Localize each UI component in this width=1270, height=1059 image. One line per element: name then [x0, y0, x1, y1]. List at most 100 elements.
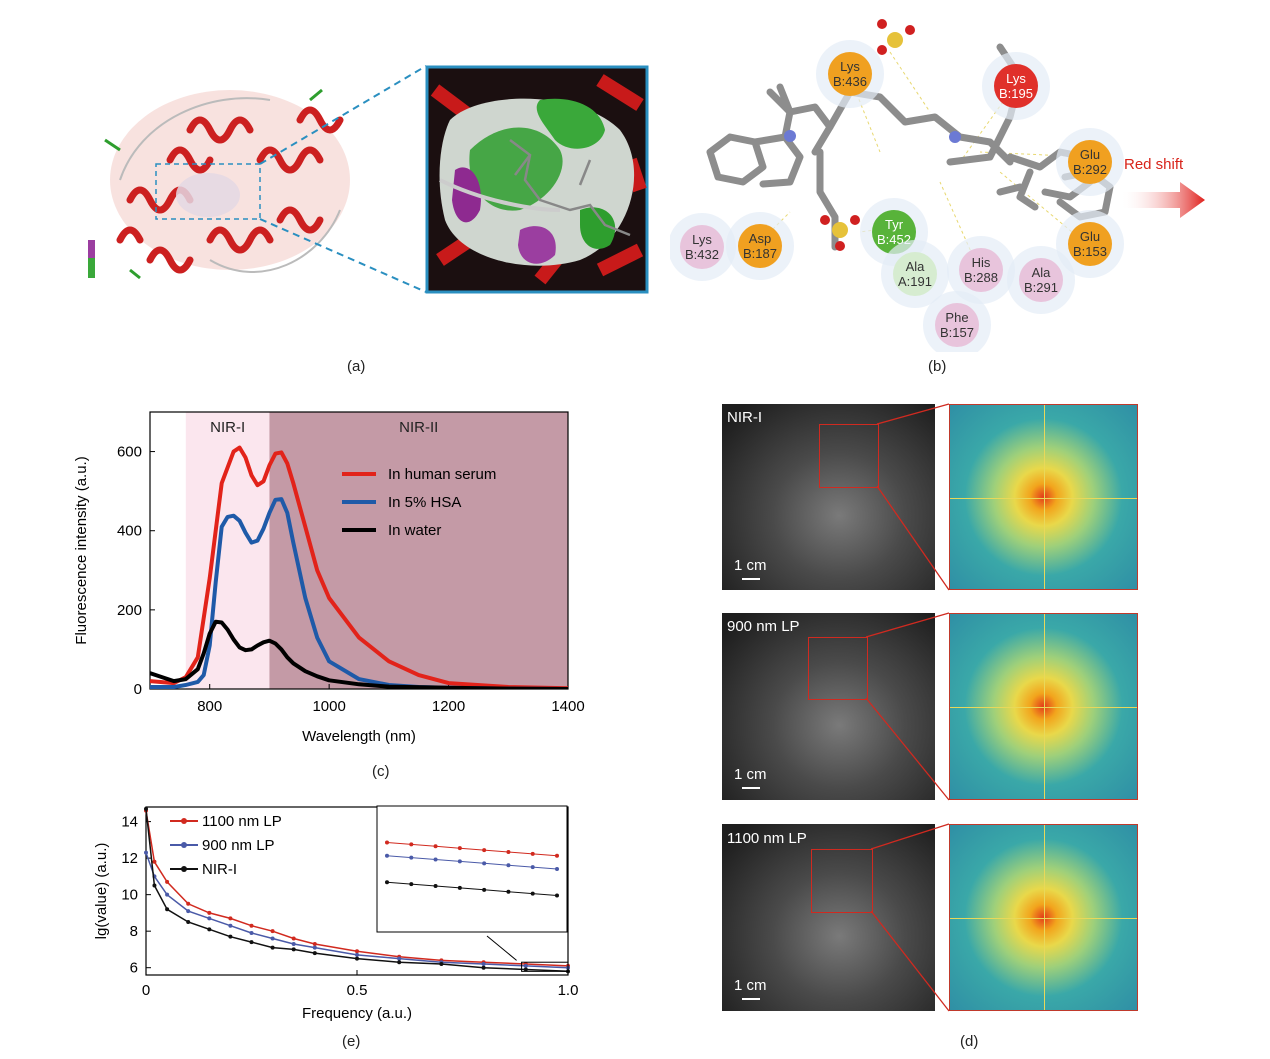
inset-point [457, 846, 462, 851]
series-point [291, 936, 296, 941]
series-line [150, 445, 568, 689]
series-line [150, 497, 568, 689]
series-point [144, 850, 148, 855]
roi-box [811, 849, 873, 913]
inset-frame [376, 805, 568, 933]
x-tick-label: 1400 [551, 698, 584, 715]
residue-id: B:291 [1024, 280, 1058, 295]
legend-marker [181, 818, 187, 824]
region-label: NIR-I [210, 419, 245, 436]
series-point [291, 947, 296, 952]
region-label: NIR-II [399, 419, 438, 436]
residue-name: Glu [1080, 147, 1100, 162]
legend-label: 900 nm LP [202, 837, 275, 854]
legend-marker [181, 842, 187, 848]
fft-image-900-lp [949, 613, 1138, 800]
series-line [145, 810, 569, 967]
x-tick-label: 0 [142, 982, 150, 999]
inset-point [409, 882, 414, 887]
residue-name: Tyr [885, 217, 904, 232]
y-tick-label: 200 [117, 602, 142, 619]
inset-point [409, 855, 414, 860]
inset-point [385, 880, 389, 885]
residue-name: Ala [906, 259, 926, 274]
residue-name: Lys [840, 59, 860, 74]
inset-point [555, 893, 559, 898]
series-point [481, 962, 486, 967]
series-point [165, 907, 170, 912]
series-point [152, 859, 157, 864]
inset-point [457, 859, 462, 864]
zoom-region-box [521, 961, 569, 972]
legend-marker [181, 866, 187, 872]
inset-point [530, 891, 535, 896]
series-point [312, 951, 317, 956]
residue-id: B:292 [1073, 162, 1107, 177]
vein-image-900-lp: 900 nm LP 1 cm [722, 613, 935, 800]
x-tick-label: 1200 [432, 698, 465, 715]
inset-point [433, 844, 438, 849]
series-point [207, 910, 212, 915]
residue-id: A:191 [898, 274, 932, 289]
fluorescence-spectrum-chart: NIR-I NIR-II 0 200 400 600 800 1000 1200 1400 Wave… [73, 411, 585, 745]
x-tick-label: 1000 [312, 698, 345, 715]
inset-point [385, 853, 389, 858]
series-point [186, 920, 191, 925]
vein-image-1100-lp: 1100 nm LP 1 cm [722, 824, 935, 1011]
red-shift-label: Red shift [1124, 156, 1184, 173]
protein-structure-image [88, 88, 350, 280]
inset-point [506, 889, 511, 894]
panel-label-e: (e) [342, 1033, 361, 1050]
residue-id: B:195 [999, 86, 1033, 101]
series-line [145, 808, 569, 973]
series-line [150, 619, 568, 689]
inset-series-line [386, 855, 558, 870]
scale-bar [742, 998, 760, 1000]
row-label: 1100 nm LP [727, 830, 807, 847]
series-point [397, 956, 402, 961]
series-point [152, 883, 157, 888]
series-point [249, 940, 254, 945]
series-point [249, 923, 254, 928]
y-axis-label: Fluorescence intensity (a.u.) [73, 456, 90, 644]
series-point [144, 806, 148, 811]
series-point [207, 927, 212, 932]
panel-label-d: (d) [960, 1033, 979, 1050]
sulfonate-group-bottom [820, 215, 860, 251]
series-point [228, 923, 233, 928]
y-tick-label: 14 [121, 814, 138, 831]
row-label: 900 nm LP [727, 618, 800, 635]
series-point [186, 909, 191, 914]
y-tick-label: 8 [130, 923, 138, 940]
series-point [481, 965, 486, 970]
inset-point [433, 884, 438, 889]
row-label: NIR-I [727, 409, 762, 426]
series-point [270, 929, 275, 934]
inset-point [457, 885, 462, 890]
x-axis-label: Wavelength (nm) [302, 728, 416, 745]
y-tick-label: 6 [130, 960, 138, 977]
inset-point [482, 861, 487, 866]
residue-name: Asp [749, 231, 771, 246]
residue-name: Lys [692, 232, 712, 247]
inset-point [506, 849, 511, 854]
series-point [523, 963, 528, 968]
inset-point [530, 865, 535, 870]
panel-label-c: (c) [372, 763, 390, 780]
y-axis-label: lg(value) (a.u.) [93, 843, 110, 940]
y-tick-label: 10 [121, 887, 138, 904]
series-point [228, 916, 233, 921]
legend-label: NIR-I [202, 861, 237, 878]
inset-series-line [386, 842, 558, 857]
fft-image-nir-i [949, 404, 1138, 590]
inset-series-line [386, 881, 558, 896]
residue-id: B:432 [685, 247, 719, 262]
plot-frame [149, 411, 569, 690]
inset-point [433, 857, 438, 862]
